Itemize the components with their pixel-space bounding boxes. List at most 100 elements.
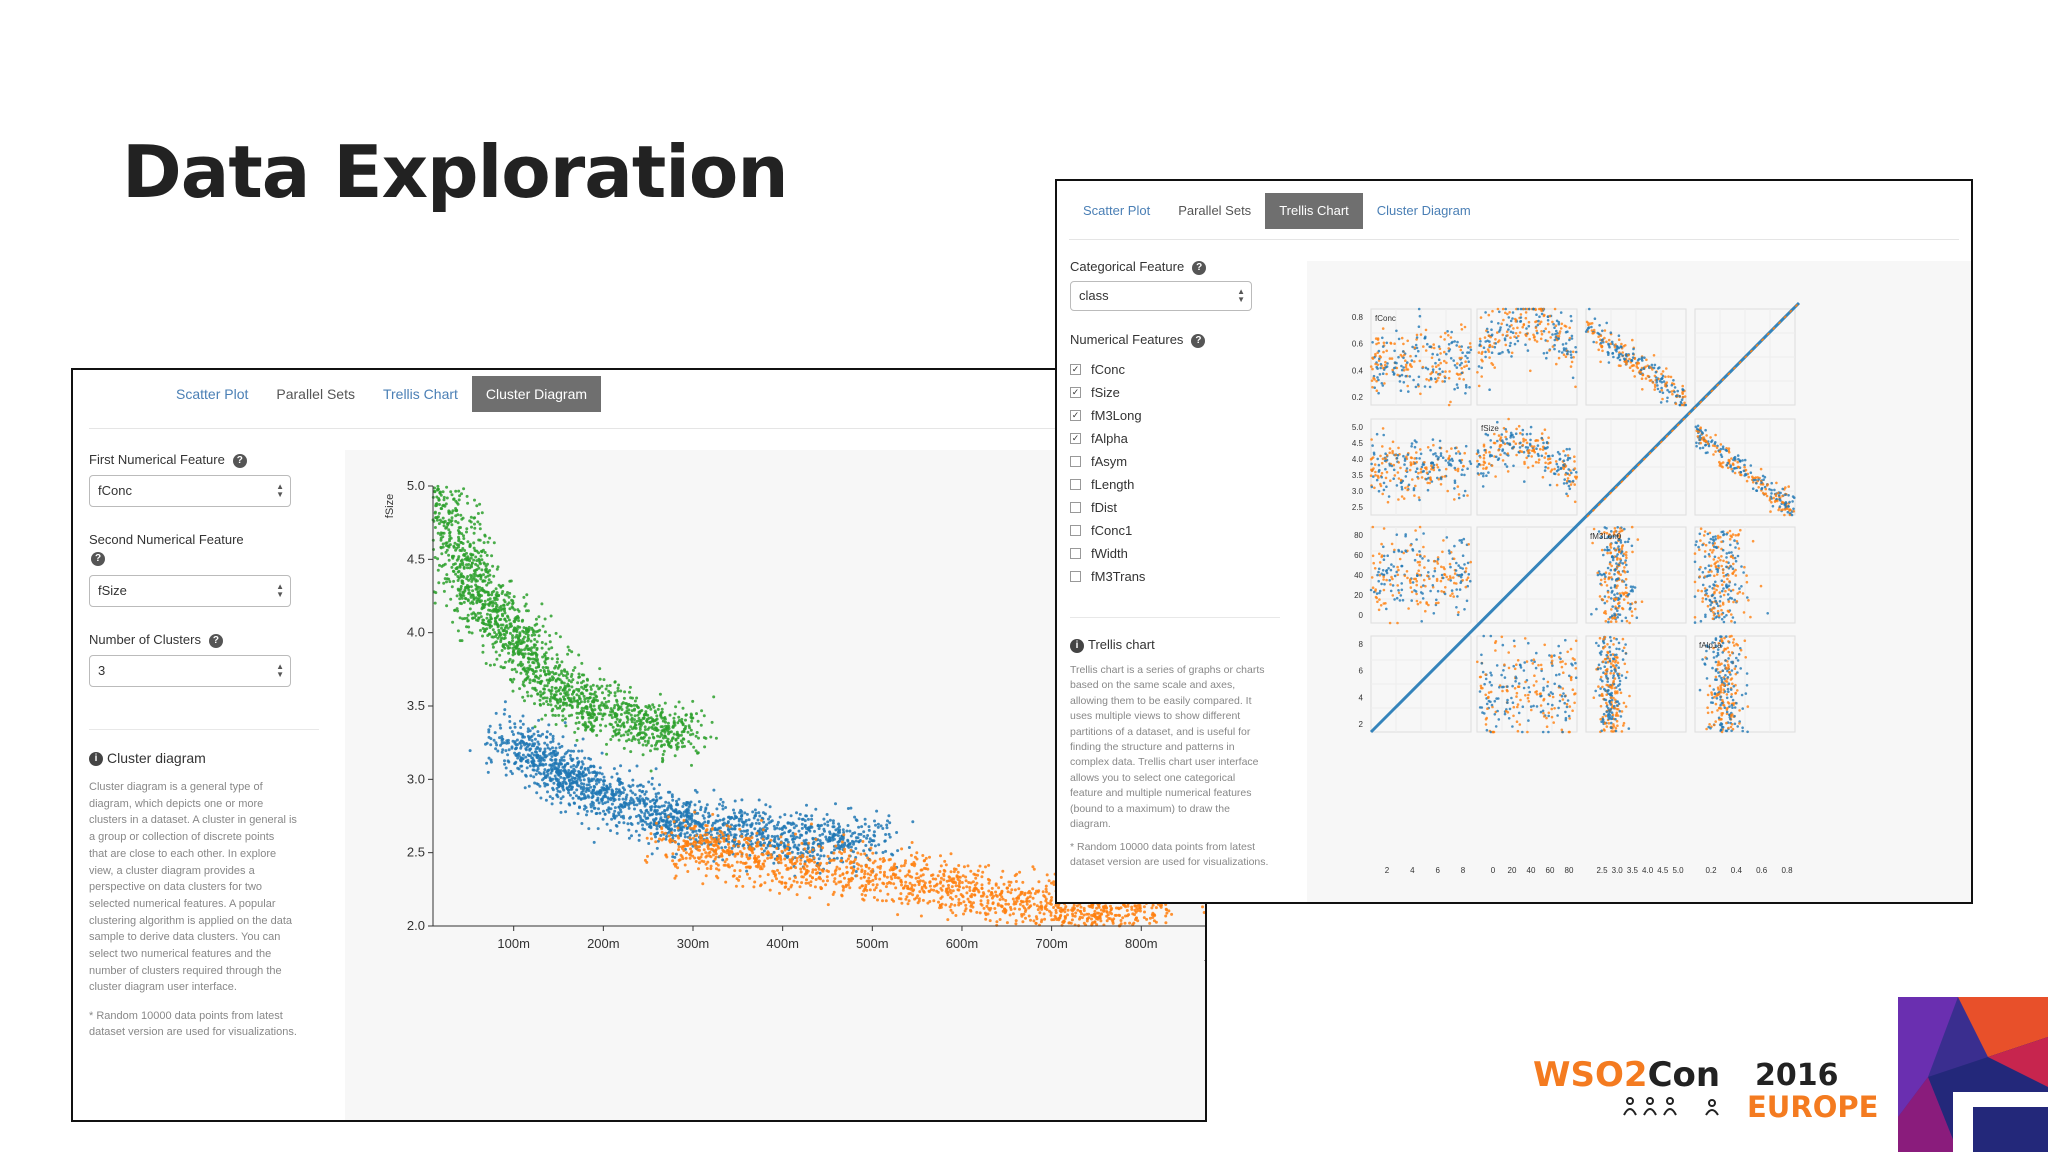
data-point: [672, 716, 676, 720]
tab-scatter-plot[interactable]: Scatter Plot: [176, 386, 249, 402]
data-point: [671, 724, 675, 728]
data-point: [853, 815, 857, 819]
data-point: [575, 781, 578, 785]
data-point: [704, 874, 708, 878]
data-point: [667, 732, 670, 736]
data-point: [607, 787, 611, 791]
data-point: [738, 869, 742, 873]
data-point: [559, 769, 563, 772]
help-icon[interactable]: ?: [232, 453, 247, 468]
data-point: [521, 753, 525, 757]
data-point: [887, 832, 891, 836]
data-point: [475, 587, 479, 591]
data-point: [458, 592, 462, 596]
data-point: [825, 861, 829, 865]
data-point: [649, 821, 653, 825]
tab-parallel-sets[interactable]: Parallel Sets: [276, 386, 355, 402]
data-point: [504, 766, 508, 770]
data-point: [808, 829, 812, 833]
data-point: [792, 826, 796, 830]
data-point: [961, 886, 965, 890]
data-point: [462, 537, 466, 540]
data-point: [980, 875, 984, 879]
data-point: [950, 885, 954, 889]
data-point: [628, 685, 632, 689]
data-point: [546, 790, 549, 794]
data-point: [764, 846, 768, 850]
data-point: [753, 880, 757, 884]
data-point: [649, 716, 653, 720]
data-point: [716, 814, 720, 818]
data-point: [510, 668, 514, 672]
tab-trellis-chart[interactable]: Trellis Chart: [382, 386, 458, 402]
data-point: [510, 660, 514, 664]
data-point: [958, 885, 962, 889]
first-feature-select[interactable]: fConc ▲ ▼: [89, 475, 291, 507]
data-point: [581, 723, 585, 727]
tab-cluster-diagram[interactable]: Cluster Diagram: [471, 376, 602, 412]
data-point: [637, 738, 640, 742]
explore-tabs: Scatter Plot Parallel Sets Trellis Chart…: [162, 376, 602, 412]
data-point: [611, 725, 615, 729]
data-point: [466, 613, 470, 617]
data-point: [979, 899, 983, 903]
data-point: [694, 846, 698, 850]
data-point: [529, 774, 533, 778]
second-feature-select[interactable]: fSize ▲ ▼: [89, 575, 291, 607]
data-point: [689, 733, 692, 737]
data-point: [613, 806, 617, 810]
data-point: [888, 835, 892, 839]
data-point: [839, 844, 843, 848]
clusters-select[interactable]: 3 ▲ ▼: [89, 655, 291, 687]
data-point: [1097, 911, 1101, 915]
data-point: [886, 892, 890, 896]
data-point: [556, 795, 560, 799]
data-point: [835, 856, 839, 860]
help-icon[interactable]: ?: [91, 552, 105, 566]
data-point: [643, 812, 647, 816]
data-point: [442, 531, 446, 535]
data-point: [448, 539, 451, 543]
data-point: [545, 678, 549, 682]
data-point: [954, 884, 958, 888]
data-point: [596, 827, 600, 831]
data-point: [613, 691, 617, 695]
data-point: [523, 648, 526, 652]
data-point: [549, 692, 553, 696]
data-point: [958, 875, 962, 879]
data-point: [949, 891, 953, 895]
data-point: [445, 541, 449, 545]
data-point: [453, 541, 457, 545]
data-point: [617, 794, 621, 798]
data-point: [469, 556, 473, 560]
data-point: [459, 513, 463, 517]
data-point: [858, 886, 862, 890]
data-point: [650, 782, 654, 786]
data-point: [988, 919, 992, 923]
data-point: [534, 763, 538, 767]
data-point: [476, 611, 480, 615]
data-point: [1013, 907, 1017, 911]
data-point: [649, 826, 653, 830]
data-point: [496, 749, 500, 753]
data-point: [1015, 899, 1019, 903]
data-point: [488, 536, 492, 540]
data-point: [1142, 916, 1146, 920]
data-point: [477, 598, 481, 601]
data-point: [566, 652, 570, 656]
data-point: [533, 702, 536, 706]
data-point: [629, 725, 633, 729]
data-point: [441, 535, 445, 539]
help-icon[interactable]: ?: [208, 633, 223, 648]
data-point: [957, 898, 961, 901]
data-point: [708, 854, 712, 858]
data-point: [622, 746, 626, 750]
data-point: [873, 819, 876, 823]
data-point: [1045, 873, 1049, 877]
data-point: [457, 555, 461, 559]
data-point: [939, 876, 943, 880]
data-point: [487, 735, 491, 739]
data-point: [691, 732, 695, 736]
data-point: [491, 564, 495, 568]
data-point: [905, 895, 909, 899]
